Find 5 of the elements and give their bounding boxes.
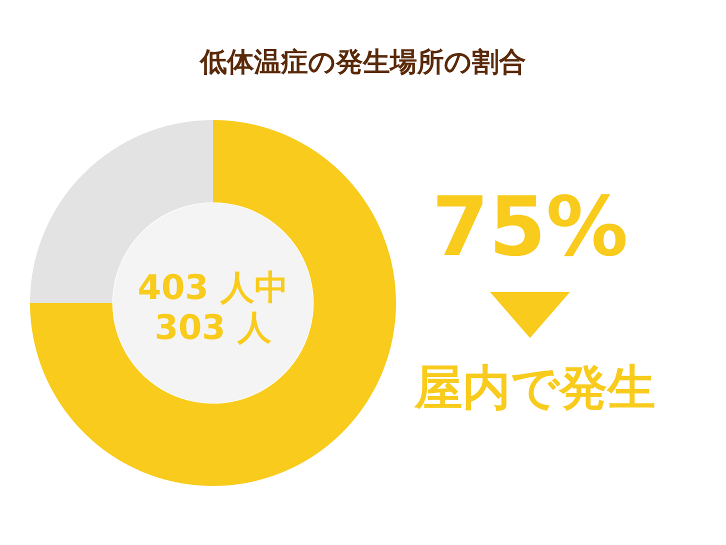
text: 75% [430,180,630,275]
text: 303 人 [154,308,272,348]
chart-title: 低体温症の発生場所の割合 [198,46,527,80]
text: 屋内で発生 [413,359,656,418]
text: 403 人中 [138,268,288,308]
